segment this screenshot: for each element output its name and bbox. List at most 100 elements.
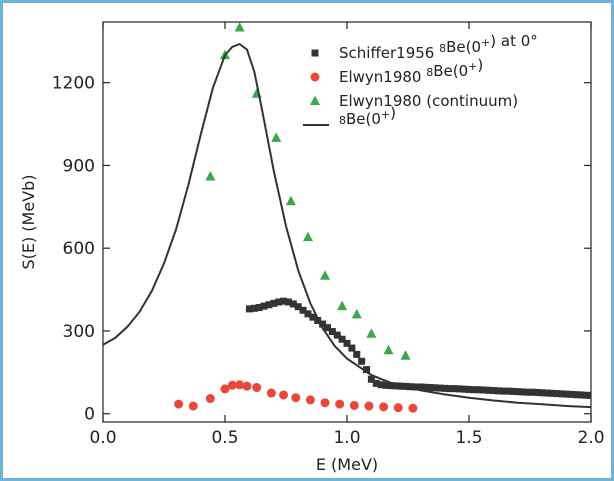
data-point-square [494, 387, 502, 395]
data-point-square [245, 305, 253, 313]
data-point-square [514, 388, 522, 396]
legend-superscript: 8 [339, 114, 346, 127]
data-point-triangle [337, 300, 348, 311]
data-point-square [392, 382, 400, 390]
series-layer [103, 22, 591, 413]
data-point-square [489, 387, 497, 395]
data-point-square [363, 366, 371, 374]
legend-swatch-circle [310, 72, 320, 82]
data-point-circle [174, 399, 184, 409]
data-point-triangle [366, 328, 377, 338]
legend-text-part: Be(0 [433, 62, 468, 80]
y-axis-label: S(E) (MeVb) [19, 174, 38, 269]
data-point-square [323, 324, 331, 332]
legend-text-part: ) [390, 104, 396, 122]
data-point-circle [235, 380, 245, 390]
data-point-square [455, 385, 463, 393]
data-point-square [558, 390, 566, 398]
data-point-square [382, 381, 390, 389]
data-point-triangle [234, 22, 245, 32]
legend-text-part: ) [477, 56, 483, 74]
data-point-square [270, 299, 278, 307]
data-point-square [250, 304, 258, 312]
data-point-square [294, 303, 302, 311]
data-point-square [280, 297, 288, 305]
legend-text-part: Be(0 [446, 38, 481, 56]
data-point-square [265, 301, 273, 309]
data-point-triangle [351, 308, 362, 319]
data-point-square [582, 391, 590, 399]
data-point-square [426, 384, 434, 392]
data-point-square [485, 386, 493, 394]
data-point-square [353, 350, 361, 358]
data-point-circle [227, 380, 237, 390]
legend-swatch-triangle [310, 95, 320, 105]
legend: Schiffer1956 8Be(0+) at 0°Elwyn1980 8Be(… [303, 32, 538, 128]
legend-swatch-square [311, 49, 319, 57]
data-point-square [543, 389, 551, 397]
data-point-triangle [383, 344, 394, 355]
data-point-square [504, 387, 512, 395]
data-point-square [333, 331, 341, 339]
data-point-square [421, 383, 429, 391]
data-point-triangle [302, 231, 313, 242]
legend-superscript: + [381, 108, 390, 121]
data-point-circle [220, 384, 230, 394]
data-point-circle [266, 388, 276, 398]
data-point-square [563, 390, 571, 398]
x-tick-label: 0.5 [211, 428, 238, 448]
legend-text-part: Schiffer1956 [339, 44, 439, 62]
data-point-square [450, 385, 458, 393]
data-point-square [480, 386, 488, 394]
legend-superscript: 8 [439, 42, 446, 55]
data-point-square [572, 391, 580, 399]
data-point-square [372, 379, 380, 387]
legend-text-part: Elwyn1980 (continuum) [339, 92, 518, 110]
data-point-square [519, 388, 527, 396]
data-point-square [367, 375, 375, 383]
legend-superscript: 8 [426, 66, 433, 79]
data-point-square [441, 384, 449, 392]
legend-label: Schiffer1956 8Be(0+) at 0° [339, 32, 538, 62]
x-tick-label: 1.0 [333, 428, 360, 448]
y-tick-label: 0 [84, 405, 95, 425]
data-point-square [475, 386, 483, 394]
x-tick-label: 2.0 [577, 428, 604, 448]
data-point-triangle [285, 195, 296, 206]
y-tick-label: 600 [63, 239, 95, 259]
data-point-square [299, 306, 307, 314]
data-point-square [309, 313, 317, 321]
legend-superscript: + [468, 60, 477, 73]
data-point-square [319, 320, 327, 328]
data-point-square [348, 344, 356, 352]
data-point-circle [393, 403, 403, 413]
data-point-circle [205, 394, 215, 404]
data-point-square [358, 357, 366, 365]
data-point-square [377, 381, 385, 389]
data-point-square [284, 298, 292, 306]
legend-superscript: + [481, 36, 490, 49]
data-point-circle [279, 390, 289, 400]
data-point-square [577, 391, 585, 399]
x-axis-label: E (MeV) [316, 455, 378, 474]
legend-label: Elwyn1980 (continuum) [339, 92, 518, 110]
data-point-triangle [271, 132, 282, 142]
data-point-circle [335, 399, 345, 409]
y-tick-label: 300 [63, 322, 95, 342]
x-tick-label: 0.0 [89, 428, 116, 448]
data-point-square [411, 383, 419, 391]
data-point-square [387, 382, 395, 390]
y-tick-label: 1200 [52, 74, 95, 94]
data-point-square [416, 383, 424, 391]
data-point-circle [349, 400, 359, 410]
data-point-square [470, 386, 478, 394]
data-point-square [524, 388, 532, 396]
data-point-circle [252, 383, 262, 393]
data-point-square [538, 389, 546, 397]
data-point-square [343, 339, 351, 347]
data-point-triangle [400, 350, 411, 360]
data-point-square [460, 385, 468, 393]
data-point-circle [408, 403, 418, 413]
data-point-square [289, 300, 297, 308]
